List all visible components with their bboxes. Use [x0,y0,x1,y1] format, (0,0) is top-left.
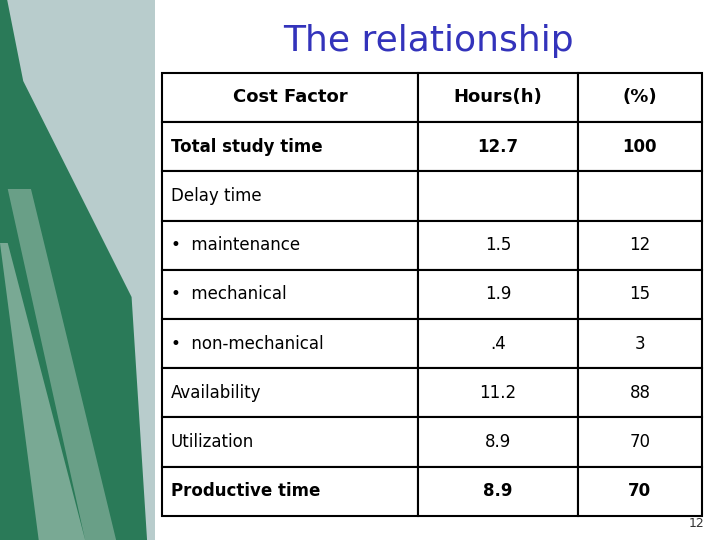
Bar [418,467,577,516]
Bar [162,220,418,269]
Bar [418,417,577,467]
Bar [162,269,418,319]
Text: 15: 15 [629,285,650,303]
Text: Productive time: Productive time [171,482,320,500]
Text: 11.2: 11.2 [480,384,517,402]
Text: 1.5: 1.5 [485,236,511,254]
Bar [577,220,702,269]
Bar [162,319,418,368]
Text: 12.7: 12.7 [477,138,518,156]
Bar [418,122,577,171]
Bar [418,319,577,368]
Polygon shape [0,243,85,540]
Text: 12: 12 [629,236,651,254]
Bar [418,220,577,269]
Bar [162,73,418,122]
Bar [162,467,418,516]
Bar [162,417,418,467]
Text: The relationship: The relationship [283,24,574,57]
Text: Delay time: Delay time [171,187,261,205]
Text: 100: 100 [623,138,657,156]
Bar [0,0,155,540]
Bar [418,269,577,319]
Bar [577,171,702,220]
Text: 70: 70 [629,433,650,451]
Bar [577,122,702,171]
Text: Utilization: Utilization [171,433,254,451]
Bar [418,73,577,122]
Text: (%): (%) [623,89,657,106]
Polygon shape [0,0,147,540]
Text: Total study time: Total study time [171,138,323,156]
Bar [162,171,418,220]
Text: 88: 88 [629,384,650,402]
Text: •  non-mechanical: • non-mechanical [171,334,323,353]
Bar [155,0,720,540]
Bar [577,319,702,368]
Text: •  mechanical: • mechanical [171,285,287,303]
Bar [577,269,702,319]
Polygon shape [8,189,116,540]
Text: .4: .4 [490,334,506,353]
Bar [162,122,418,171]
Bar [577,467,702,516]
Text: 8.9: 8.9 [485,433,511,451]
Text: 70: 70 [629,482,652,500]
Text: Cost Factor: Cost Factor [233,89,348,106]
Bar [577,368,702,417]
Text: 12: 12 [688,517,704,530]
Text: Hours(h): Hours(h) [454,89,543,106]
Bar [577,417,702,467]
Text: 1.9: 1.9 [485,285,511,303]
Text: 8.9: 8.9 [483,482,513,500]
Bar [418,368,577,417]
Bar [162,368,418,417]
Bar [418,171,577,220]
Bar [577,73,702,122]
Text: Availability: Availability [171,384,261,402]
Text: 3: 3 [634,334,645,353]
Text: •  maintenance: • maintenance [171,236,300,254]
